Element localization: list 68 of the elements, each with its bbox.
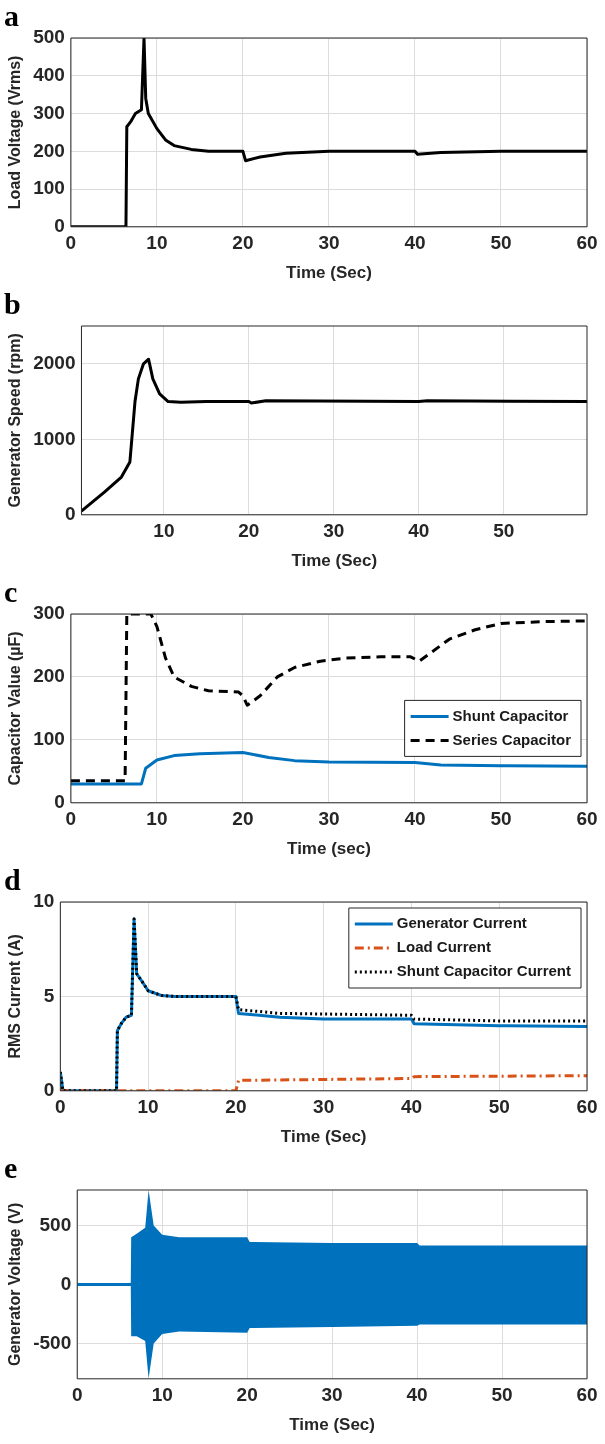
- y-tick-label: 400: [33, 63, 65, 85]
- x-tick-label: 40: [404, 808, 426, 830]
- x-tick-label: 10: [146, 808, 168, 830]
- x-tick-label: 30: [318, 232, 340, 254]
- y-tick-label: -500: [33, 1331, 72, 1353]
- y-tick-label: 300: [33, 101, 65, 123]
- y-axis-title: Generator Speed (rpm): [6, 333, 24, 508]
- legend-label: Series Capacitor: [452, 730, 572, 748]
- x-tick-label: 60: [576, 1096, 598, 1118]
- x-tick-label: 10: [151, 1384, 173, 1406]
- legend-label: Shunt Capacitor Current: [396, 962, 572, 980]
- legend-label: Load Current: [396, 938, 491, 956]
- x-tick-label: 20: [232, 232, 254, 254]
- y-tick-label: 5: [43, 984, 55, 1006]
- y-tick-label: 300: [33, 602, 65, 624]
- x-tick-label: 20: [232, 808, 254, 830]
- y-axis-title: Load Voltage (Vrms): [6, 55, 24, 210]
- x-tick-label: 60: [576, 808, 598, 830]
- y-axis-title: RMS Current (A): [6, 934, 24, 1059]
- x-tick-label: 50: [493, 520, 515, 542]
- x-tick-label: 40: [406, 1384, 428, 1406]
- x-axis-title: Time (Sec): [280, 1127, 367, 1147]
- x-tick-label: 30: [323, 520, 345, 542]
- y-tick-label: 0: [54, 215, 65, 237]
- y-axis-title: Generator Voltage (V): [6, 1202, 24, 1367]
- x-tick-label: 30: [321, 1384, 343, 1406]
- x-tick-label: 30: [318, 808, 340, 830]
- y-tick-label: 10: [33, 890, 55, 912]
- chart-title: a: [4, 0, 19, 32]
- y-tick-label: 0: [60, 1272, 72, 1294]
- x-tick-label: 20: [236, 1384, 258, 1406]
- y-tick-label: 200: [33, 139, 65, 161]
- x-tick-label: 60: [576, 1384, 598, 1406]
- x-tick-label: 60: [576, 232, 598, 254]
- y-tick-label: 0: [43, 1079, 55, 1101]
- x-tick-label: 10: [146, 232, 168, 254]
- x-axis-title: Time (Sec): [291, 551, 378, 571]
- chart-title: e: [4, 1150, 18, 1184]
- y-axis-title: Capacitor Value (µF): [6, 631, 24, 786]
- y-tick-label: 0: [64, 503, 76, 525]
- x-tick-label: 50: [490, 808, 512, 830]
- x-axis-title: Time (Sec): [286, 263, 372, 283]
- x-tick-label: 50: [491, 1384, 513, 1406]
- x-tick-label: 40: [400, 1096, 423, 1118]
- x-tick-label: 10: [137, 1096, 159, 1118]
- y-tick-label: 2000: [33, 351, 76, 373]
- x-tick-label: 50: [488, 1096, 510, 1118]
- legend-label: Generator Current: [396, 914, 527, 932]
- x-tick-label: 20: [225, 1096, 247, 1118]
- y-tick-label: 100: [33, 728, 65, 750]
- y-tick-label: 200: [33, 665, 65, 687]
- legend-label: Shunt Capacitor: [452, 706, 569, 724]
- y-tick-label: 100: [33, 177, 65, 199]
- x-tick-label: 50: [490, 232, 512, 254]
- chart-title: c: [4, 574, 18, 608]
- x-tick-label: 10: [153, 520, 175, 542]
- x-axis-title: Time (Sec): [289, 1415, 375, 1435]
- x-tick-label: 40: [408, 520, 430, 542]
- chart-title: b: [4, 286, 21, 320]
- y-tick-label: 500: [33, 26, 65, 48]
- x-tick-label: 30: [313, 1096, 335, 1118]
- x-tick-label: 20: [238, 520, 260, 542]
- x-tick-label: 40: [404, 232, 426, 254]
- x-axis-title: Time (sec): [287, 839, 371, 859]
- y-tick-label: 500: [39, 1213, 72, 1235]
- y-tick-label: 1000: [33, 427, 76, 449]
- chart-title: d: [4, 862, 21, 896]
- y-tick-label: 0: [54, 791, 65, 813]
